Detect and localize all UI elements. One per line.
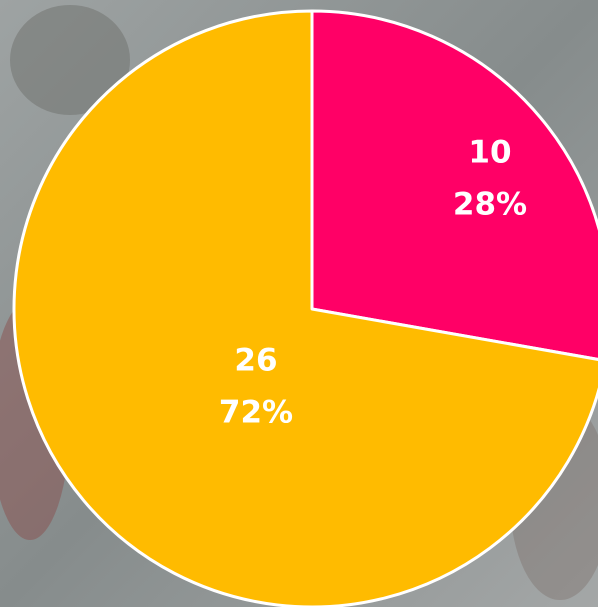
background-shape: [10, 5, 130, 115]
percent-label: 72%: [219, 395, 293, 431]
percent-label: 28%: [453, 187, 527, 223]
pie-slice: [12, 9, 598, 607]
value-label: 26: [234, 343, 277, 379]
value-label: 10: [468, 135, 511, 171]
pie-slice: [310, 9, 598, 361]
pie: 10 28% 26 72%: [12, 9, 598, 607]
